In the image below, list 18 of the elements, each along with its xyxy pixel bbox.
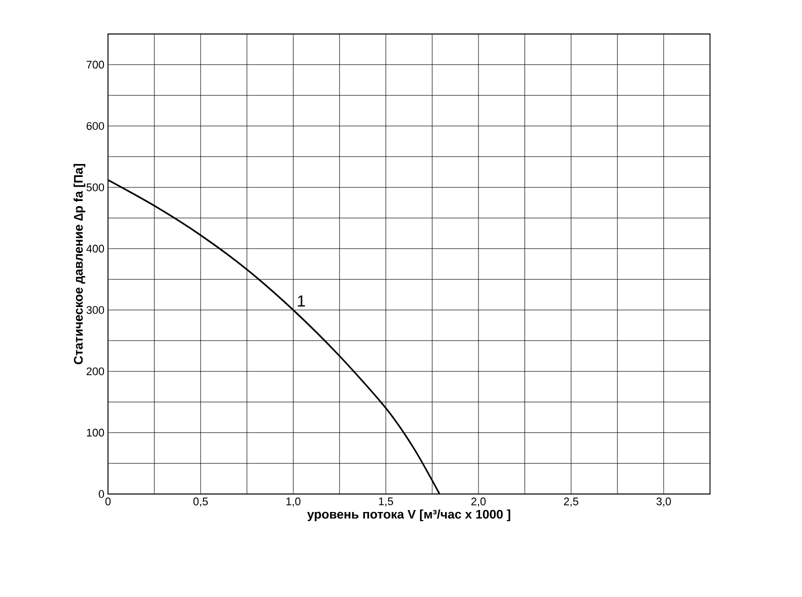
y-tick-label: 200 xyxy=(86,367,104,376)
y-tick-label: 700 xyxy=(86,60,104,69)
x-tick-label: 1,5 xyxy=(379,498,394,507)
y-tick-label: 600 xyxy=(86,122,104,130)
x-tick-label: 2,0 xyxy=(471,498,486,507)
x-tick-label: 1,0 xyxy=(286,498,300,507)
x-tick-label: 0,5 xyxy=(193,498,208,507)
y-tick-label: 300 xyxy=(86,306,104,314)
y-axis-title: Статическое давление ∆p fa [Па] xyxy=(74,164,86,364)
x-axis-title: уровень потока V [м³/час x 1000 ] xyxy=(307,509,510,522)
y-tick-label: 500 xyxy=(86,183,104,192)
x-tick-label: 0 xyxy=(105,498,111,506)
y-tick-label: 100 xyxy=(86,428,104,437)
series-label: 1 xyxy=(298,295,305,306)
y-tick-label: 400 xyxy=(86,244,104,253)
x-tick-label: 3,0 xyxy=(656,498,671,507)
y-tick-label: 0 xyxy=(98,490,104,498)
x-tick-label: 2,5 xyxy=(564,498,578,507)
